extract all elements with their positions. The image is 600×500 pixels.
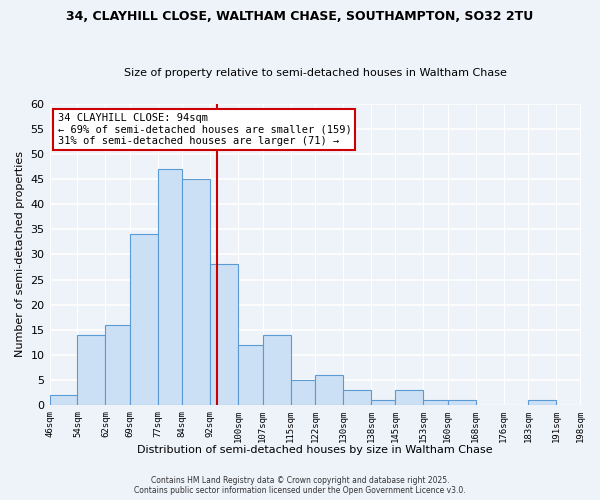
Bar bbox=[130, 234, 158, 405]
Bar bbox=[210, 264, 238, 405]
Bar bbox=[77, 335, 106, 405]
Bar bbox=[106, 325, 130, 405]
Y-axis label: Number of semi-detached properties: Number of semi-detached properties bbox=[15, 152, 25, 358]
Bar bbox=[158, 169, 182, 405]
Bar bbox=[395, 390, 424, 405]
Title: Size of property relative to semi-detached houses in Waltham Chase: Size of property relative to semi-detach… bbox=[124, 68, 506, 78]
Text: 34 CLAYHILL CLOSE: 94sqm
← 69% of semi-detached houses are smaller (159)
31% of : 34 CLAYHILL CLOSE: 94sqm ← 69% of semi-d… bbox=[58, 113, 351, 146]
Bar bbox=[315, 375, 343, 405]
Text: 34, CLAYHILL CLOSE, WALTHAM CHASE, SOUTHAMPTON, SO32 2TU: 34, CLAYHILL CLOSE, WALTHAM CHASE, SOUTH… bbox=[67, 10, 533, 23]
Bar bbox=[182, 179, 210, 405]
Bar bbox=[263, 335, 290, 405]
Bar bbox=[424, 400, 448, 405]
Bar bbox=[371, 400, 395, 405]
X-axis label: Distribution of semi-detached houses by size in Waltham Chase: Distribution of semi-detached houses by … bbox=[137, 445, 493, 455]
Bar bbox=[238, 345, 263, 405]
Bar bbox=[343, 390, 371, 405]
Bar bbox=[290, 380, 315, 405]
Bar bbox=[50, 395, 77, 405]
Bar bbox=[448, 400, 476, 405]
Bar bbox=[528, 400, 556, 405]
Text: Contains HM Land Registry data © Crown copyright and database right 2025.
Contai: Contains HM Land Registry data © Crown c… bbox=[134, 476, 466, 495]
